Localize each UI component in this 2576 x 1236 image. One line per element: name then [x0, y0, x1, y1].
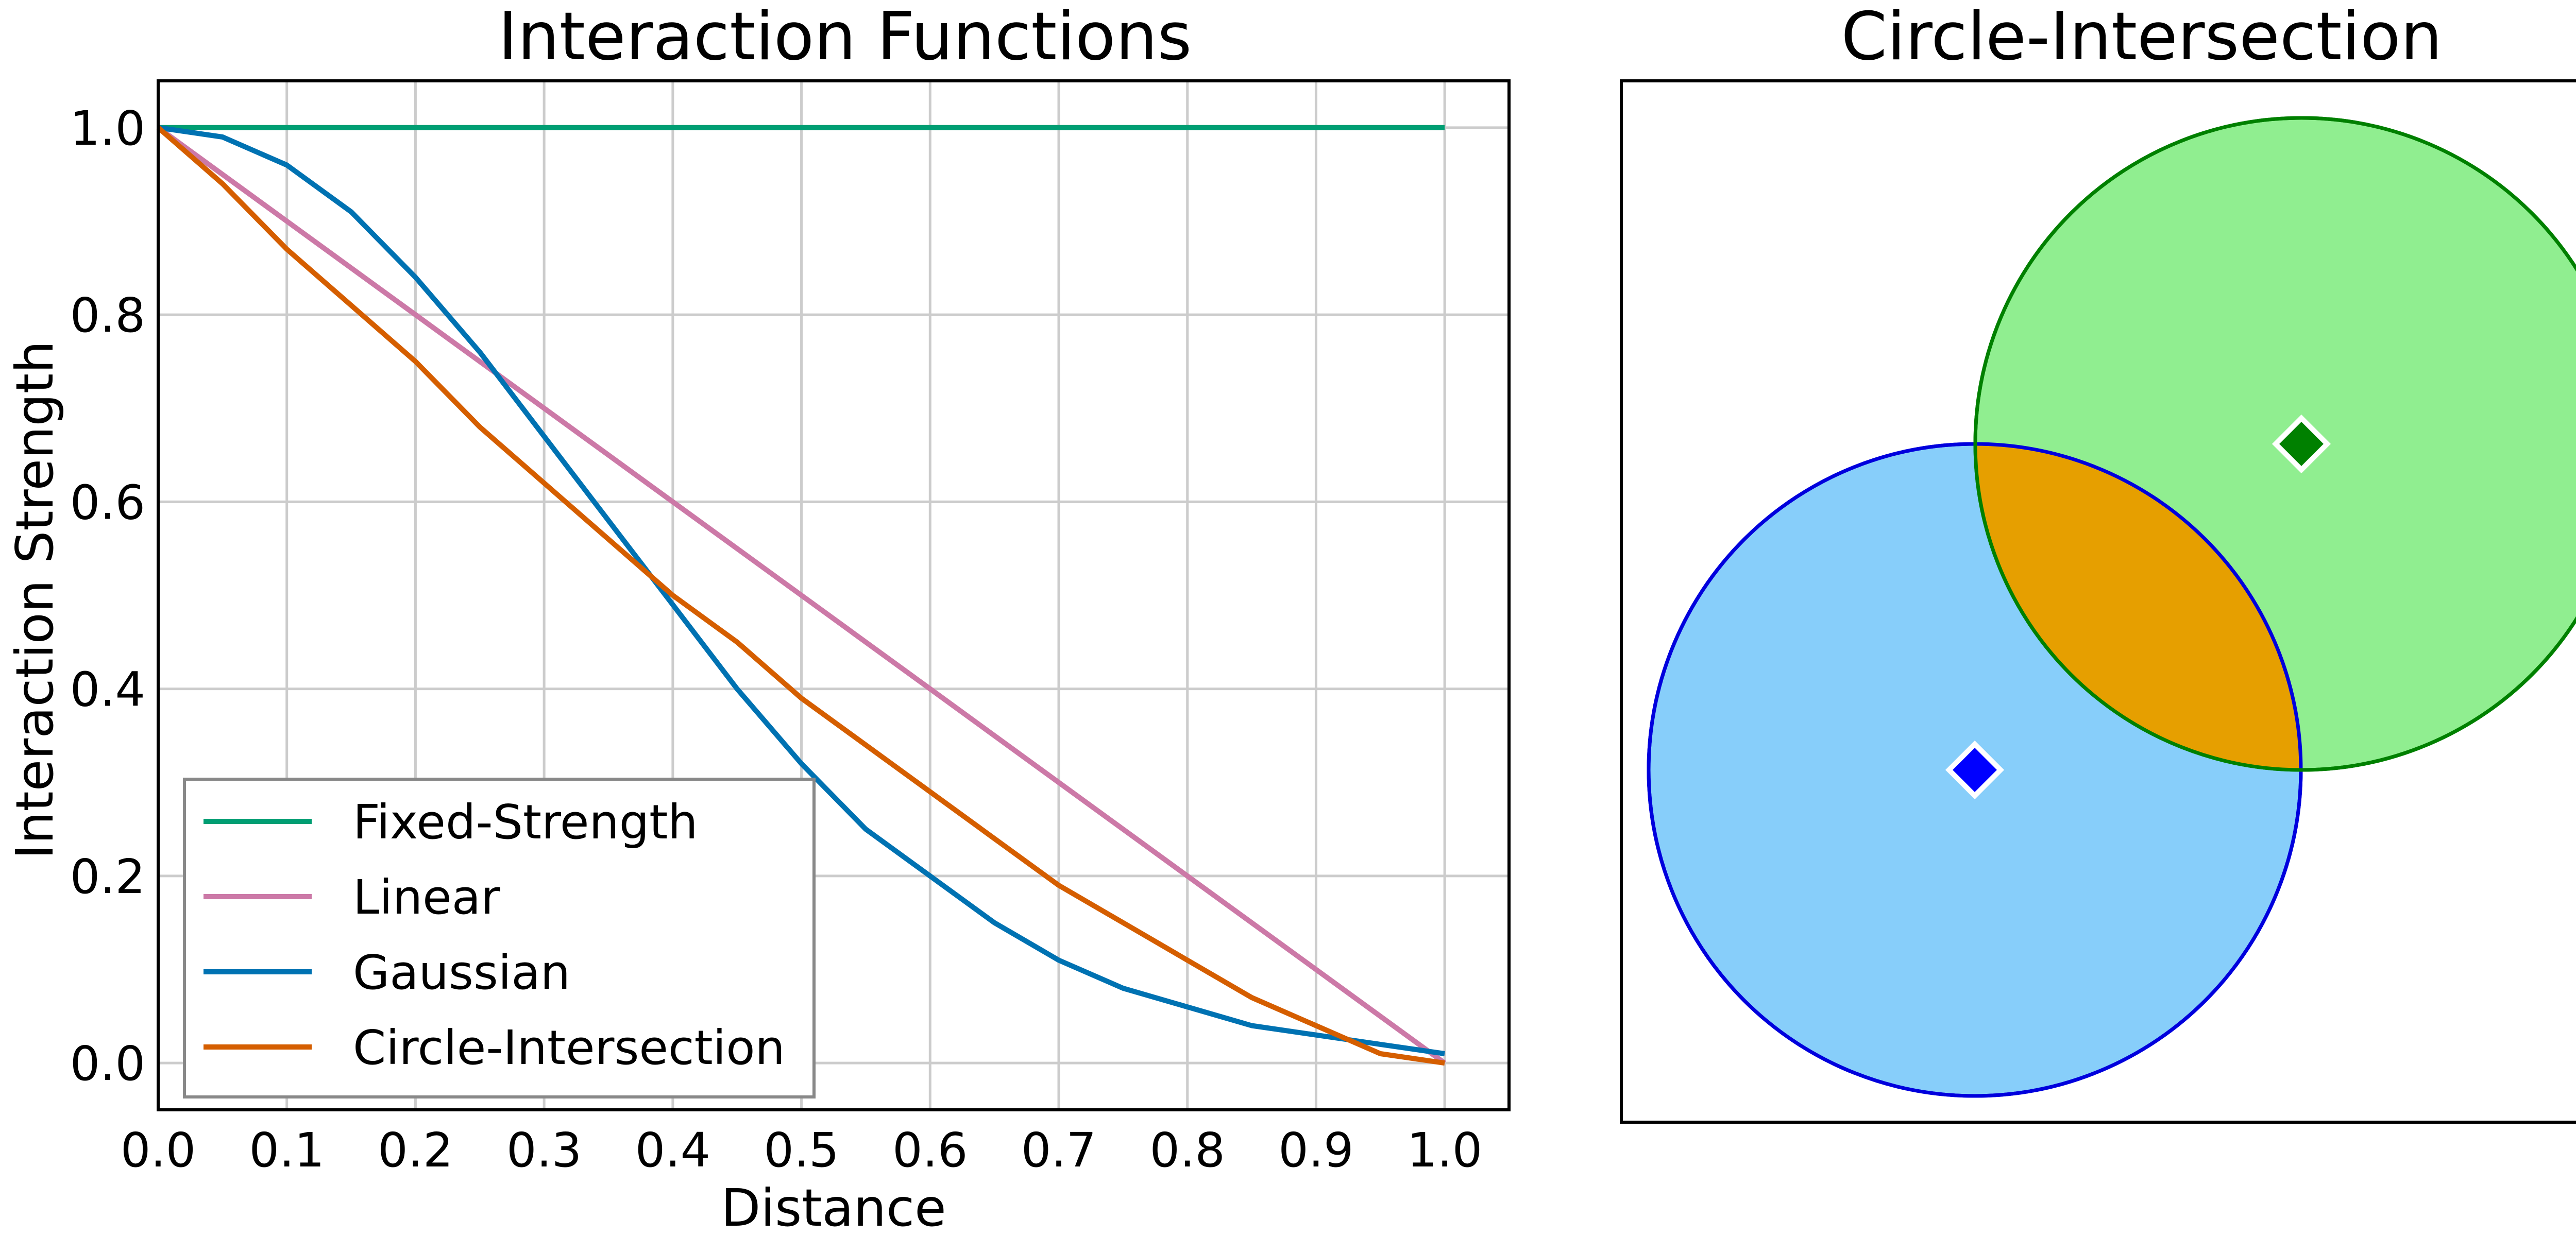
green-center-marker: [2272, 414, 2331, 474]
series-line-circle-intersection: [156, 126, 1445, 1066]
x-tick-label: 0.0: [121, 1123, 196, 1178]
x-tick-label: 1.0: [1407, 1123, 1482, 1178]
x-tick-label: 0.4: [635, 1123, 710, 1178]
y-tick-label: 0.2: [70, 849, 145, 904]
blue-center-marker: [1945, 740, 2005, 800]
x-tick-label: 0.6: [892, 1123, 968, 1178]
plot-frame: [157, 79, 1511, 1111]
legend-label: Gaussian: [353, 945, 570, 1000]
x-tick-label: 0.2: [378, 1123, 453, 1178]
line-chart-panel: Interaction Functions 0.0 0.1 0.2 0.3 0.4 0.5…: [5, 0, 1511, 1236]
y-axis-label: Interaction Strength: [5, 341, 65, 860]
series-lines: [156, 125, 1447, 1066]
series-line-gaussian: [158, 125, 1445, 1056]
x-tick-labels: 0.0 0.1 0.2 0.3 0.4 0.5 0.6 0.7 0.8 0.9 1.0: [121, 1123, 1482, 1178]
diagram-title: Circle-Intersection: [1841, 0, 2442, 75]
y-tick-labels: 0.0 0.2 0.4 0.6 0.8 1.0: [70, 101, 145, 1091]
legend-label: Fixed-Strength: [353, 795, 698, 850]
x-tick-label: 0.3: [506, 1123, 582, 1178]
y-tick-label: 1.0: [70, 101, 145, 156]
x-tick-label: 0.9: [1278, 1123, 1353, 1178]
x-tick-label: 0.7: [1021, 1123, 1096, 1178]
legend-box: [183, 778, 816, 1098]
legend: Fixed-Strength Linear Gaussian Circle-Inter…: [183, 778, 816, 1098]
x-axis-label: Distance: [721, 1178, 946, 1236]
y-tick-label: 0.4: [70, 662, 145, 717]
y-tick-label: 0.0: [70, 1036, 145, 1091]
x-tick-label: 0.1: [249, 1123, 325, 1178]
series-line-linear: [157, 125, 1447, 1066]
y-tick-label: 0.6: [70, 475, 145, 530]
x-tick-label: 0.5: [764, 1123, 839, 1178]
line-chart-title: Interaction Functions: [498, 0, 1192, 75]
x-tick-label: 0.8: [1150, 1123, 1225, 1178]
green-circle-outline: [1973, 116, 2576, 772]
legend-label: Linear: [353, 870, 500, 925]
legend-label: Circle-Intersection: [353, 1020, 785, 1075]
intersection-region: [1975, 443, 2301, 770]
y-tick-label: 0.8: [70, 288, 145, 343]
circle-diagram-panel: Circle-Intersection: [1620, 0, 2576, 1124]
